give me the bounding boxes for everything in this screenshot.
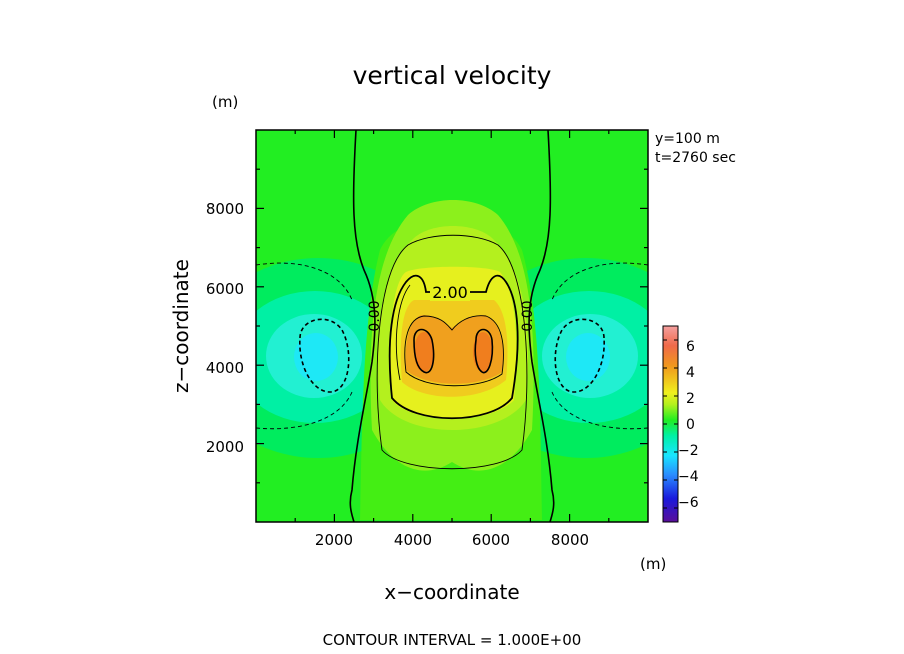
x-tick-8000: 8000 xyxy=(551,531,589,549)
colorbar-tick-neg4: −4 xyxy=(678,469,699,485)
x-tick-2000: 2000 xyxy=(315,531,353,549)
colorbar-tick-neg2: −2 xyxy=(678,443,699,459)
y-tick-4000: 4000 xyxy=(206,359,244,377)
colorbar-tick-neg6: −6 xyxy=(678,495,699,511)
axis-ticks xyxy=(256,130,648,522)
chart-title: vertical velocity xyxy=(353,61,552,90)
info-line-t: t=2760 sec xyxy=(655,150,736,166)
colorbar-tick-6: 6 xyxy=(686,339,695,355)
contour-lines xyxy=(256,130,648,522)
y-axis-label: z−coordinate xyxy=(169,259,193,393)
y-tick-6000: 6000 xyxy=(206,280,244,298)
contour-interval-footer: CONTOUR INTERVAL = 1.000E+00 xyxy=(323,631,582,649)
x-axis-label: x−coordinate xyxy=(384,580,519,604)
contour-label-0-left: 0.00 xyxy=(367,300,383,331)
contour-label-0-right: 0.00 xyxy=(520,300,536,331)
contour-field xyxy=(256,130,648,522)
y-tick-2000: 2000 xyxy=(206,438,244,456)
x-tick-6000: 6000 xyxy=(472,531,510,549)
y-tick-8000: 8000 xyxy=(206,200,244,218)
colorbar-tick-0: 0 xyxy=(686,417,695,433)
colorbar-ticks xyxy=(663,339,678,509)
y-unit-label: (m) xyxy=(212,93,238,111)
colorbar-tick-2: 2 xyxy=(686,391,695,407)
colorbar-tick-4: 4 xyxy=(686,365,695,381)
info-line-y: y=100 m xyxy=(655,131,720,147)
contour-label-2: 2.00 xyxy=(432,283,468,302)
x-tick-4000: 4000 xyxy=(394,531,432,549)
x-unit-label: (m) xyxy=(640,555,666,573)
